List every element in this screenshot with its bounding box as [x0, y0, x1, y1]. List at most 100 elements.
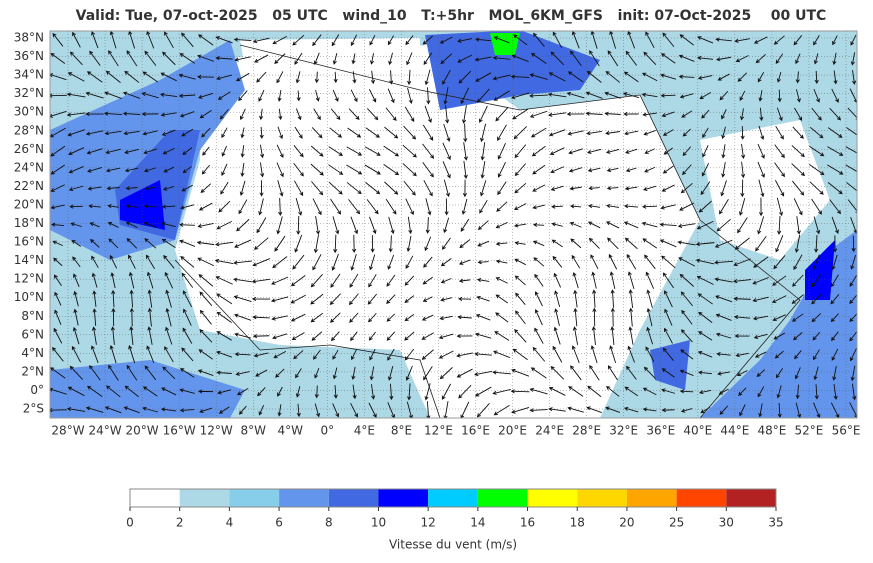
- wind-arrow: [295, 386, 301, 398]
- wind-arrow: [495, 312, 509, 323]
- wind-arrow: [585, 91, 603, 99]
- wind-arrow: [161, 238, 176, 249]
- wind-arrow: [695, 258, 715, 265]
- wind-arrow: [661, 184, 675, 192]
- wind-arrow: [510, 389, 530, 394]
- wind-arrow: [314, 403, 321, 418]
- colorbar-tick-label: 4: [226, 516, 234, 530]
- wind-arrow: [368, 402, 377, 418]
- lat-label: 6°N: [21, 327, 44, 341]
- wind-arrow: [234, 56, 251, 62]
- wind-arrow: [89, 222, 100, 228]
- wind-arrow: [715, 332, 732, 339]
- colorbar-tick-label: 25: [669, 516, 684, 530]
- wind-arrow: [50, 204, 65, 210]
- wind-arrow: [421, 314, 434, 321]
- wind-arrow: [144, 365, 157, 381]
- wind-arrow: [219, 108, 229, 120]
- wind-arrow: [624, 204, 639, 209]
- wind-arrow: [795, 384, 800, 400]
- wind-arrow: [143, 148, 157, 155]
- wind-arrow: [493, 404, 510, 416]
- wind-arrow: [201, 127, 211, 138]
- wind-arrow: [142, 406, 158, 413]
- wind-arrow: [511, 54, 529, 63]
- wind-arrow: [607, 237, 619, 250]
- wind-arrow: [721, 126, 726, 140]
- wind-arrow: [404, 314, 415, 322]
- wind-arrow: [554, 290, 561, 307]
- wind-arrow: [274, 53, 286, 65]
- wind-arrow: [680, 291, 693, 307]
- wind-arrow: [144, 186, 156, 191]
- lon-label: 36°E: [646, 424, 675, 438]
- wind-arrow: [221, 127, 228, 139]
- map-frame: [49, 30, 858, 419]
- wind-arrow: [814, 70, 819, 85]
- wind-arrow: [293, 145, 304, 158]
- colorbar-tick-label: 30: [719, 516, 734, 530]
- wind-arrow: [460, 218, 470, 232]
- wind-arrow: [753, 333, 768, 339]
- wind-arrow: [352, 71, 357, 84]
- wind-arrow: [568, 386, 584, 397]
- wind-arrow: [386, 331, 396, 341]
- wind-arrow: [440, 53, 453, 65]
- wind-arrow: [605, 149, 620, 154]
- wind-arrow: [270, 296, 289, 303]
- wind-arrow: [587, 167, 601, 173]
- lat-label: 4°N: [21, 346, 44, 360]
- lon-label: 40°E: [683, 424, 712, 438]
- wind-arrow: [85, 111, 104, 117]
- wind-arrow: [680, 182, 693, 194]
- wind-arrow: [253, 352, 269, 358]
- wind-arrow: [161, 387, 177, 396]
- wind-arrow: [425, 198, 432, 216]
- wind-arrow: [278, 197, 283, 216]
- wind-arrow: [753, 256, 769, 268]
- wind-arrow: [368, 274, 377, 288]
- wind-arrow: [846, 182, 857, 194]
- wind-arrow: [646, 307, 653, 327]
- lat-label: 14°N: [14, 253, 44, 267]
- wind-arrow: [851, 235, 856, 253]
- wind-arrow: [474, 370, 493, 377]
- wind-arrow: [216, 74, 233, 81]
- wind-arrow: [624, 130, 639, 136]
- wind-arrow: [109, 254, 118, 269]
- colorbar-swatch: [378, 489, 429, 507]
- wind-arrow: [234, 239, 252, 248]
- wind-arrow: [68, 166, 84, 174]
- wind-arrow: [350, 254, 357, 271]
- wind-arrow: [276, 71, 284, 84]
- wind-arrow: [422, 296, 433, 302]
- wind-arrow: [513, 126, 528, 140]
- wind-arrow: [773, 332, 786, 340]
- wind-arrow: [661, 111, 675, 118]
- wind-arrow: [532, 184, 546, 192]
- wind-arrow: [290, 294, 306, 304]
- wind-arrow: [53, 327, 63, 344]
- wind-arrow: [567, 130, 584, 136]
- wind-arrow: [293, 162, 304, 177]
- wind-arrow: [755, 235, 767, 252]
- wind-arrow: [477, 220, 489, 231]
- wind-arrow: [627, 345, 635, 363]
- wind-arrow: [442, 142, 451, 161]
- lon-label: 4°W: [278, 424, 304, 438]
- wind-arrow: [679, 369, 694, 376]
- wind-arrow: [441, 237, 451, 250]
- wind-arrow: [296, 90, 301, 102]
- wind-arrow: [548, 129, 566, 137]
- wind-arrow: [147, 289, 153, 308]
- wind-arrow: [497, 142, 506, 160]
- wind-arrow: [405, 365, 413, 381]
- wind-arrow: [423, 256, 433, 268]
- wind-arrow: [67, 129, 85, 137]
- wind-arrow: [252, 315, 270, 320]
- wind-arrow: [69, 51, 83, 66]
- wind-arrow: [141, 112, 159, 117]
- wind-arrow: [180, 256, 195, 268]
- wind-arrow: [569, 186, 582, 191]
- wind-arrow: [849, 330, 857, 342]
